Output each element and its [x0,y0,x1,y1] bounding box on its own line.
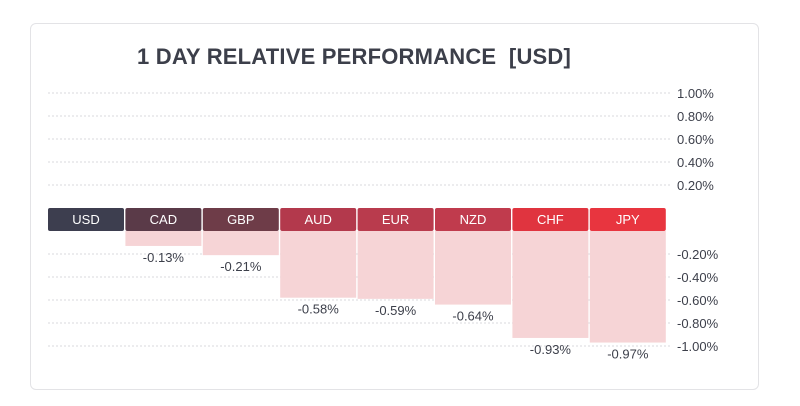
column-header-cad [125,208,202,231]
data-label: -0.64% [452,309,494,324]
column-header-aud [280,208,357,231]
column-header-jpy [589,208,666,231]
y-tick-label: -0.80% [677,316,719,331]
y-tick-label: -0.60% [677,293,719,308]
y-tick-label: 1.00% [677,86,714,101]
bar-eur [357,231,434,299]
column-header-usd [48,208,124,231]
y-tick-label: 0.20% [677,178,714,193]
category-label: EUR [382,212,409,227]
y-tick-label: -1.00% [677,339,719,354]
y-tick-label: 0.60% [677,132,714,147]
y-tick-label: 0.80% [677,109,714,124]
bar-jpy [589,231,666,343]
chart-title: 1 DAY RELATIVE PERFORMANCE [USD] [137,44,572,69]
column-header-gbp [202,208,279,231]
category-label: CHF [537,212,564,227]
bar-nzd [435,231,511,305]
category-label: AUD [304,212,331,227]
category-label: CAD [150,212,177,227]
data-label: -0.93% [530,342,572,357]
data-label: -0.58% [298,302,340,317]
category-label: USD [72,212,99,227]
bar-aud [280,231,357,298]
y-tick-label: -0.40% [677,270,719,285]
y-tick-label: 0.40% [677,155,714,170]
category-label: NZD [460,212,487,227]
column-header-nzd [435,208,511,231]
data-label: -0.13% [143,250,185,265]
data-label: -0.59% [375,303,417,318]
column-header-eur [357,208,434,231]
column-header-chf [512,208,589,231]
category-label: GBP [227,212,254,227]
bar-gbp [202,231,279,256]
bar-chf [512,231,589,338]
category-label: JPY [616,212,640,227]
data-label: -0.97% [607,347,649,362]
y-tick-label: -0.20% [677,247,719,262]
data-label: -0.21% [220,259,262,274]
bar-cad [125,231,202,246]
